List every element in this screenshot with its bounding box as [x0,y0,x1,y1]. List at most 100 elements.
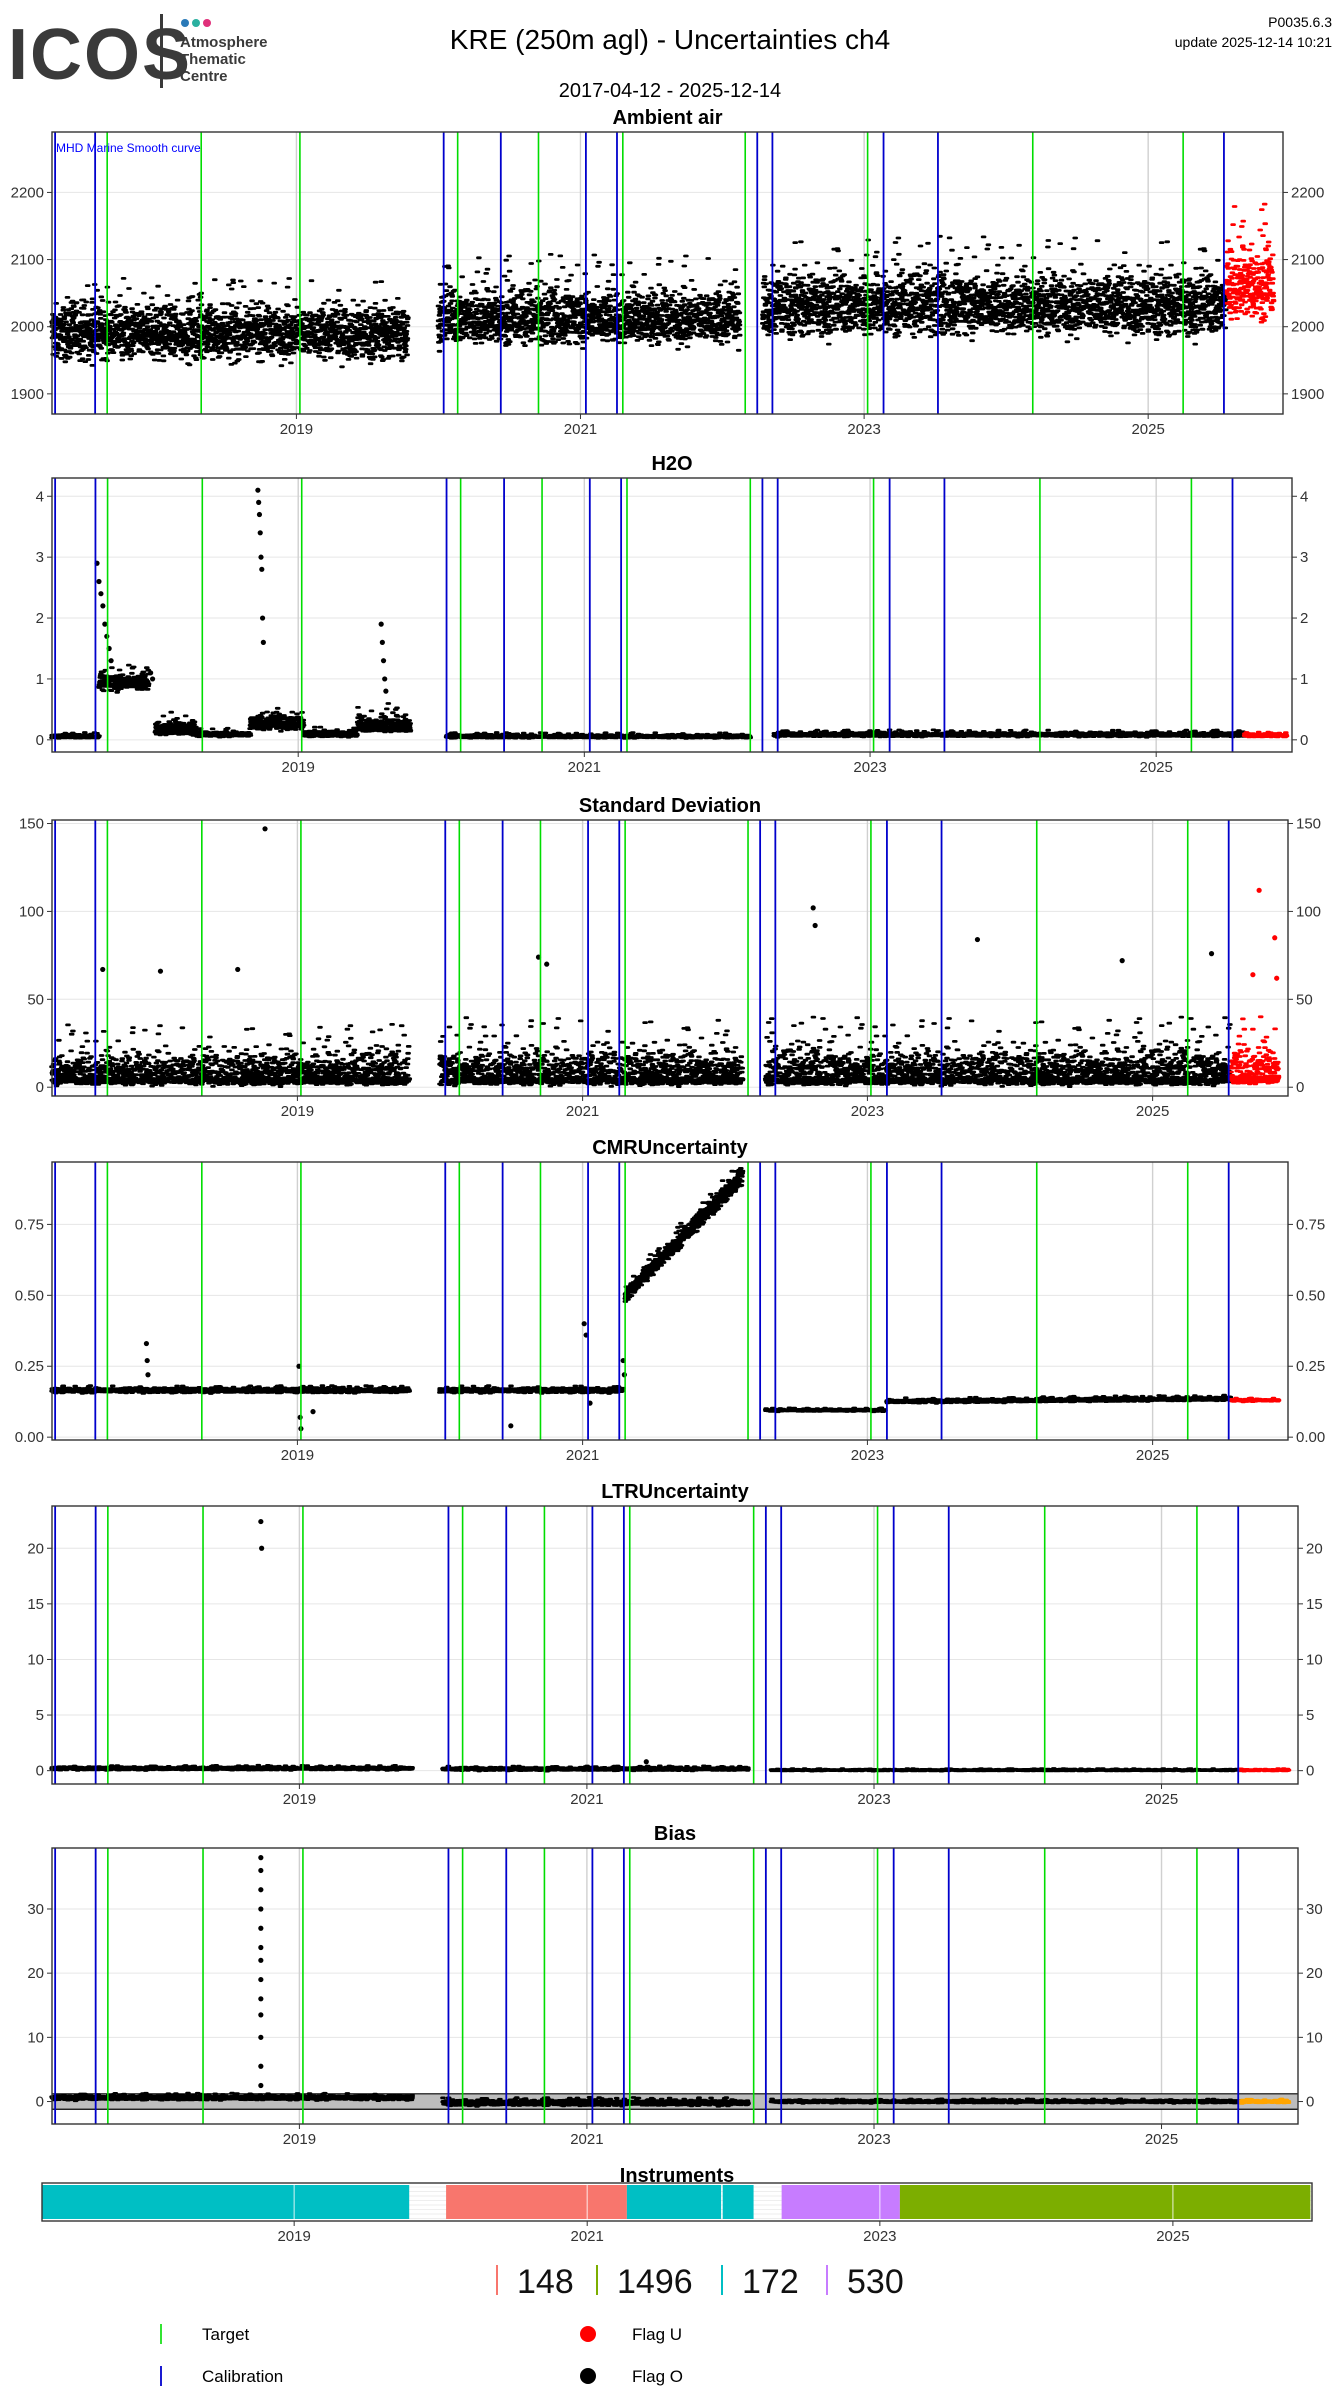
outlier-point [145,1372,151,1378]
instrument-legend: 148 1496 172 530 [496,2263,904,2301]
data-points-black [301,725,361,739]
y-tick-label: 3 [36,549,44,566]
data-points-black [622,1167,746,1303]
date-range: 2017-04-12 - 2025-12-14 [558,80,782,102]
data-points-black [49,1023,413,1088]
data-points-black [768,2097,1243,2105]
outlier-point [258,1867,264,1874]
outlier-point [235,966,241,973]
outlier-point [259,1545,265,1551]
page-title: KRE (250m agl) - Uncertainties ch4 [449,24,891,55]
x-tick-label: 2021 [566,1103,599,1120]
logo-subtitle-line-2: Thematic [180,51,246,68]
logo-dot [203,19,211,27]
x-tick-label: 2025 [1139,759,1172,776]
data-points-black [768,1767,1243,1773]
y-tick-label: 2000 [11,319,44,336]
x-tick-label: 2019 [282,759,315,776]
y-tick-label-right: 2200 [1291,184,1324,201]
y-tick-label-right: 0.50 [1296,1287,1325,1304]
y-tick-label: 20 [27,1540,44,1557]
outlier-point [102,621,108,627]
x-tick-label: 2021 [564,421,597,438]
y-tick-label-right: 0 [1300,732,1308,749]
outlier-point [258,1887,264,1893]
panel-h2o: H2O 0 0 1 1 2 2 3 3 4 4 2019 2021 2023 2025 [36,453,1309,776]
flag-legend: Target Calibration Flag U Flag O [160,2324,683,2386]
data-points-black [440,1764,751,1773]
x-tick-label: 2023 [863,2228,896,2245]
x-tick-label: 2025 [1136,1103,1169,1120]
outlier-point [810,905,816,911]
outlier-point [258,2034,264,2040]
instrument-segment-530 [781,2185,900,2219]
target-legend-label: Target [202,2325,250,2344]
y-tick-label: 0.00 [15,1429,44,1446]
outlier-point [258,1925,264,1931]
data-points-red [1228,1396,1282,1404]
data-points-orange [1237,2097,1292,2105]
panel-title: Bias [654,1823,696,1845]
flag-u-legend-key [580,2326,596,2342]
y-tick-label-right: 0 [1306,1763,1314,1780]
data-points-black [762,1015,1234,1088]
outlier-point [258,1855,264,1861]
outlier-point [259,566,265,572]
data-points-black [435,253,743,353]
icos-logo: ICOS [8,15,193,95]
data-points-red [1237,1767,1292,1773]
y-tick-label: 10 [27,2029,44,2046]
outlier-point [258,1957,264,1963]
outlier-point [100,603,106,609]
panel-ltr: LTRUncertainty 0 0 5 5 10 10 15 15 20 20 2019 2021 20… [27,1481,1322,1808]
panel-title: Standard Deviation [579,795,761,817]
logo-subtitle: Atmosphere Thematic Centre [180,26,268,85]
x-tick-label: 2019 [283,2131,316,2148]
y-tick-label: 0.25 [15,1358,44,1375]
y-tick-label-right: 100 [1296,903,1321,920]
instrument-legend-label: 172 [742,2263,799,2301]
outlier-point [256,511,263,518]
y-tick-label-right: 50 [1296,991,1313,1008]
outlier-point [581,1321,587,1327]
data-points-black [443,731,753,740]
outlier-point [100,966,106,973]
panel-title: Instruments [620,2165,734,2187]
flag-o-legend-label: Flag O [632,2367,683,2386]
instrument-legend-label: 1496 [617,2263,693,2301]
x-tick-label: 2023 [851,1103,884,1120]
outlier-point [258,2012,264,2018]
y-tick-label-right: 0 [1296,1079,1304,1096]
y-tick-label: 0.75 [15,1216,44,1233]
instrument-segment-172 [626,2185,722,2219]
outlier-point [149,676,156,682]
outlier-point [258,1906,264,1912]
y-tick-label: 0.50 [15,1287,44,1304]
panel-title: LTRUncertainty [601,1481,749,1503]
y-tick-label-right: 30 [1306,1901,1323,1918]
flag-o-legend-key [580,2368,596,2384]
outlier-point [310,1409,316,1415]
panel-ambient: Ambient air MHD Marine Smooth curve 1900 19… [11,107,1325,438]
y-tick-label: 0 [36,1763,44,1780]
outlier-point [380,658,387,664]
x-tick-label: 2021 [570,1791,603,1808]
x-tick-label: 2023 [857,2131,890,2148]
x-tick-label: 2021 [568,759,601,776]
y-tick-label: 4 [36,488,44,505]
x-tick-label: 2019 [277,2228,310,2245]
instrument-legend-label: 148 [517,2263,574,2301]
panel-stddev: Standard Deviation 0 0 50 50 100 100 150 150 2019… [19,795,1321,1120]
data-points-red [1241,730,1290,739]
y-tick-label: 0 [36,732,44,749]
outlier-point [1274,975,1280,981]
outlier-point [383,688,389,694]
x-tick-label: 2023 [857,1791,890,1808]
y-tick-label-right: 1 [1300,671,1308,688]
y-tick-label-right: 4 [1300,488,1308,505]
panel-frame [51,131,1284,415]
data-points-black [247,706,307,733]
outlier-point [143,1340,150,1347]
y-tick-label: 5 [36,1707,44,1724]
y-tick-label-right: 3 [1300,549,1308,566]
